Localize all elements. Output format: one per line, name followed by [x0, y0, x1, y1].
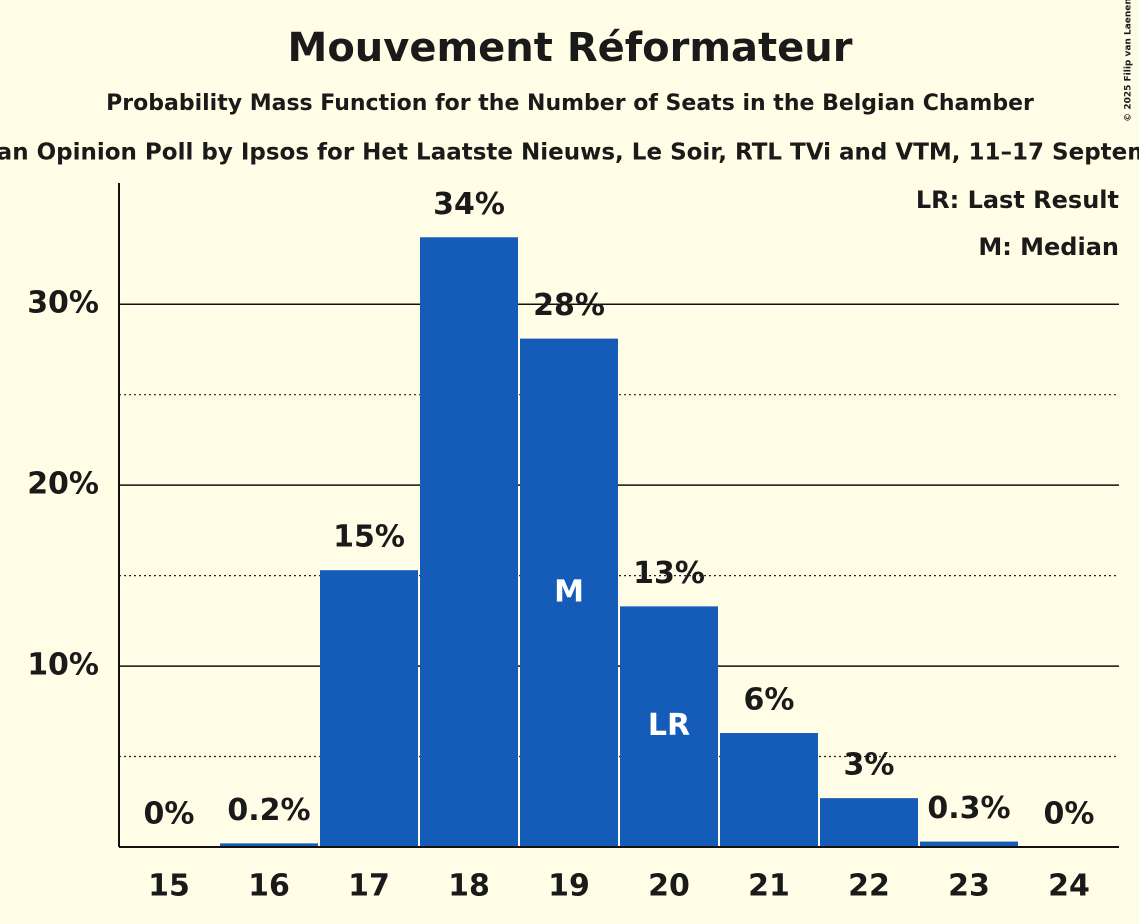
bar	[320, 570, 418, 847]
x-tick-label: 23	[948, 869, 990, 904]
copyright: © 2025 Filip van Laenen	[1124, 0, 1134, 122]
value-label: 3%	[844, 748, 895, 783]
x-tick-label: 18	[448, 869, 490, 904]
bar	[620, 606, 718, 847]
bar	[820, 798, 918, 847]
x-tick-label: 19	[548, 869, 590, 904]
value-label: 0.3%	[927, 791, 1010, 826]
bar	[520, 338, 618, 847]
value-label: 13%	[633, 556, 705, 591]
x-tick-label: 16	[248, 869, 290, 904]
legend-entry: LR: Last Result	[916, 186, 1119, 214]
chart-subtitle-2: n an Opinion Poll by Ipsos for Het Laats…	[0, 140, 1139, 166]
x-tick-label: 17	[348, 869, 390, 904]
bar	[420, 237, 518, 847]
y-tick-label: 20%	[27, 467, 99, 502]
value-label: 0%	[1044, 797, 1095, 832]
x-tick-label: 24	[1048, 869, 1090, 904]
y-tick-label: 30%	[27, 286, 99, 321]
value-label: 15%	[333, 520, 405, 555]
value-label: 0%	[144, 797, 195, 832]
value-label: 6%	[744, 683, 795, 718]
bar	[720, 733, 818, 847]
value-label: 0.2%	[227, 793, 310, 828]
chart-subtitle: Probability Mass Function for the Number…	[106, 91, 1034, 116]
value-label: 34%	[433, 187, 505, 222]
legend-entry: M: Median	[978, 233, 1119, 261]
y-tick-label: 10%	[27, 648, 99, 683]
value-label: 28%	[533, 288, 605, 323]
bar-annotation: M	[554, 574, 584, 609]
x-tick-label: 22	[848, 869, 890, 904]
x-tick-label: 20	[648, 869, 690, 904]
bar	[920, 841, 1018, 847]
x-tick-label: 21	[748, 869, 790, 904]
bar-annotation: LR	[648, 708, 690, 743]
x-tick-label: 15	[148, 869, 190, 904]
bar	[220, 843, 318, 847]
chart-title: Mouvement Réformateur	[288, 25, 853, 71]
